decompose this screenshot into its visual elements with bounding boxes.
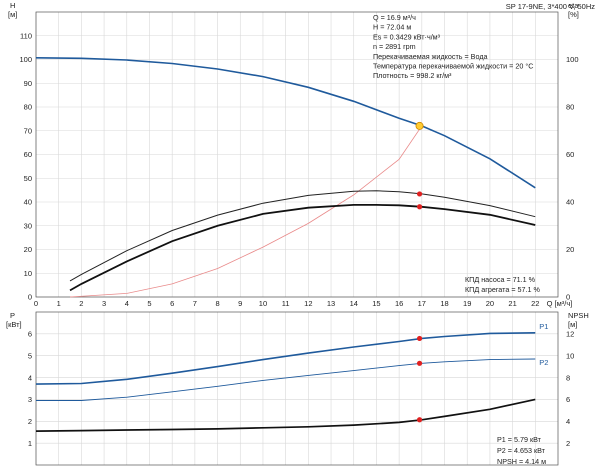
x-tick-label: 9 xyxy=(238,299,242,308)
npsh-axis-unit: [м] xyxy=(568,320,577,329)
h-axis-label: H xyxy=(10,1,15,10)
bottom-info-line: NPSH = 4.14 м xyxy=(497,457,546,466)
x-tick-label: 18 xyxy=(440,299,448,308)
unit-efficiency-text: КПД агрегата = 57.1 % xyxy=(465,285,541,294)
h-tick-label: 70 xyxy=(24,126,32,135)
bottom-series-line-2 xyxy=(36,358,536,401)
h-tick-label: 20 xyxy=(24,245,32,254)
h-tick-label: 30 xyxy=(24,221,32,230)
h-tick-label: 10 xyxy=(24,269,32,278)
x-tick-label: 14 xyxy=(350,299,358,308)
p-tick-label: 3 xyxy=(28,395,32,404)
info-line: Перекачиваемая жидкость = Вода xyxy=(373,52,488,61)
x-tick-label: 16 xyxy=(395,299,403,308)
npsh-tick-label: 6 xyxy=(566,395,570,404)
h-tick-label: 90 xyxy=(24,79,32,88)
p-tick-label: 2 xyxy=(28,417,32,426)
p-tick-label: 4 xyxy=(28,373,32,382)
eta-tick-label: 40 xyxy=(566,198,574,207)
q-axis-label: Q [м³/ч] xyxy=(547,299,573,308)
h-tick-label: 100 xyxy=(19,55,32,64)
x-tick-label: 17 xyxy=(418,299,426,308)
info-line: Es = 0.3429 кВт·ч/м³ xyxy=(373,32,441,41)
npsh-axis-label: NPSH xyxy=(568,311,589,320)
bottom-series-line-1 xyxy=(35,332,536,385)
pump-efficiency-text: КПД насоса = 71.1 % xyxy=(465,275,536,284)
eta-axis-label: eta xyxy=(568,1,579,10)
info-line: Q = 16.9 м³/ч xyxy=(373,13,416,22)
p-tick-label: 1 xyxy=(28,439,32,448)
eta-tick-label: 0 xyxy=(566,293,570,302)
p-tick-label: 6 xyxy=(28,330,32,339)
x-tick-label: 12 xyxy=(304,299,312,308)
x-tick-label: 10 xyxy=(259,299,267,308)
chart-title: SP 17-9NE, 3*400 V, 50Hz xyxy=(506,2,595,11)
info-line: n = 2891 rpm xyxy=(373,42,416,51)
x-tick-label: 2 xyxy=(79,299,83,308)
x-tick-label: 3 xyxy=(102,299,106,308)
eta-tick-label: 80 xyxy=(566,103,574,112)
x-tick-label: 5 xyxy=(147,299,151,308)
eta-pump-marker xyxy=(416,191,423,197)
x-tick-label: 20 xyxy=(486,299,494,308)
top-series-line-4 xyxy=(69,204,536,292)
h-tick-label: 40 xyxy=(24,198,32,207)
x-tick-label: 19 xyxy=(463,299,471,308)
x-tick-label: 11 xyxy=(282,299,290,308)
info-line: H = 72.04 м xyxy=(373,23,411,32)
eta-unit-marker xyxy=(416,204,423,210)
x-tick-label: 7 xyxy=(193,299,197,308)
label-layer: 0 1 2 3 4 5 6 7 8 9 10 11 12 13 14 15 16 17 18 19 20 21 220102… xyxy=(6,1,595,466)
x-tick-label: 15 xyxy=(372,299,380,308)
eta-axis-unit: [%] xyxy=(568,10,579,19)
top-series-line-1 xyxy=(35,57,536,189)
x-tick-label: 21 xyxy=(508,299,516,308)
bottom-info-line: P2 = 4.653 кВт xyxy=(497,446,546,455)
eta-tick-label: 100 xyxy=(566,55,579,64)
top-series-line-3 xyxy=(69,190,536,282)
p-axis-unit: [кВт] xyxy=(6,320,22,329)
frame-layer xyxy=(35,11,559,466)
x-tick-label: 22 xyxy=(531,299,539,308)
h-tick-label: 110 xyxy=(20,31,32,40)
top-plot-frame xyxy=(35,11,559,298)
npsh-tick-label: 4 xyxy=(566,417,570,426)
info-line: Плотность = 998.2 кг/м³ xyxy=(373,71,452,80)
npsh-duty-marker xyxy=(416,417,423,423)
npsh-tick-label: 10 xyxy=(566,351,574,360)
x-tick-label: 4 xyxy=(125,299,129,308)
p-axis-label: P xyxy=(10,311,15,320)
npsh-tick-label: 12 xyxy=(566,330,574,339)
h-tick-label: 60 xyxy=(24,150,32,159)
bottom-plot-frame xyxy=(35,311,559,466)
eta-tick-label: 20 xyxy=(566,245,574,254)
x-tick-label: 0 xyxy=(34,299,38,308)
x-tick-label: 1 xyxy=(57,299,61,308)
npsh-tick-label: 2 xyxy=(566,439,570,448)
grid-layer xyxy=(35,12,558,465)
p1-duty-marker xyxy=(416,335,423,342)
p2-duty-marker xyxy=(416,360,423,366)
p-tick-label: 5 xyxy=(28,351,32,360)
h-axis-unit: [м] xyxy=(8,10,17,19)
bottom-info-line: P1 = 5.79 кВт xyxy=(497,435,542,444)
series-layer xyxy=(35,57,536,432)
x-tick-label: 13 xyxy=(327,299,335,308)
series-label-p2: P2 xyxy=(539,358,548,367)
duty-point-marker xyxy=(415,121,424,130)
bottom-series-line-3 xyxy=(35,398,536,432)
top-series-line-2 xyxy=(69,125,423,298)
h-tick-label: 0 xyxy=(28,293,32,302)
npsh-tick-label: 8 xyxy=(566,373,570,382)
x-tick-label: 6 xyxy=(170,299,174,308)
h-tick-label: 50 xyxy=(24,174,32,183)
eta-tick-label: 60 xyxy=(566,150,574,159)
info-line: Температура перекачиваемой жидкости = 20… xyxy=(373,62,533,71)
x-tick-label: 8 xyxy=(215,299,219,308)
h-tick-label: 80 xyxy=(24,103,32,112)
series-label-p1: P1 xyxy=(539,322,548,331)
